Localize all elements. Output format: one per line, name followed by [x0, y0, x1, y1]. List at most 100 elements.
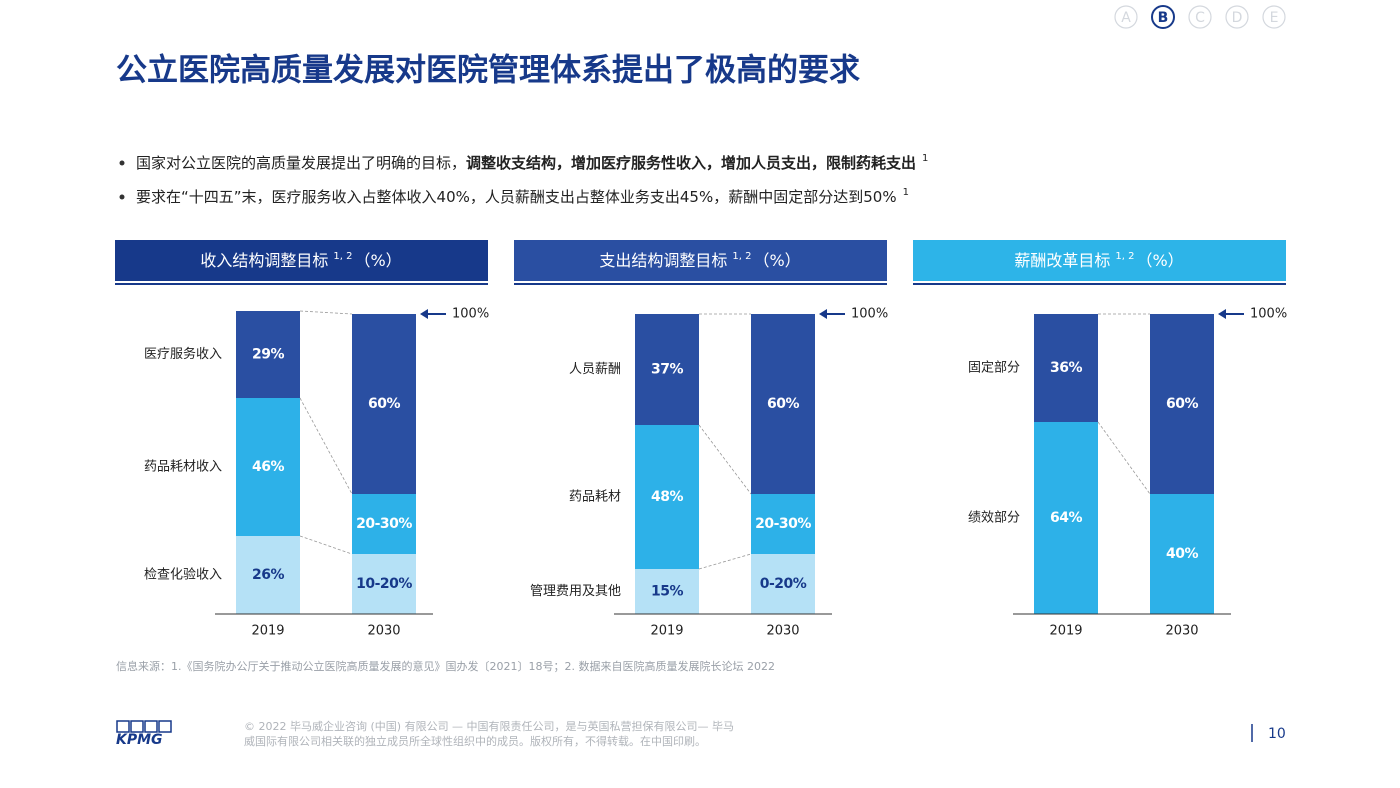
nav-circle: [1262, 5, 1286, 29]
panel-title-text: 支出结构调整目标: [599, 251, 727, 270]
bullet-dot: [119, 160, 125, 166]
value-label: 64%: [1050, 510, 1082, 526]
slide-title: 公立医院高质量发展对医院管理体系提出了极高的要求: [116, 53, 860, 89]
panel-header: [514, 240, 887, 281]
connector: [698, 424, 752, 495]
panel-title-note: 1, 2: [333, 251, 352, 262]
value-label: 60%: [368, 396, 400, 412]
bar-segment: [1150, 314, 1214, 494]
annotation: 100%: [1250, 307, 1287, 322]
value-label: 0-20%: [760, 576, 807, 592]
arrow-head: [819, 309, 827, 319]
value-label: 40%: [1166, 546, 1198, 562]
nav-circle: [1188, 5, 1212, 29]
panel-title: 薪酬改革目标 1, 2 （%）: [1014, 251, 1183, 270]
x-tick-label: 2019: [1049, 624, 1082, 639]
value-label: 15%: [651, 584, 683, 600]
value-label: 29%: [252, 347, 284, 363]
bar-segment: [751, 314, 815, 494]
value-label: 46%: [252, 459, 284, 475]
value-label: 10-20%: [356, 576, 412, 592]
bar-segment: [635, 425, 699, 569]
kpmg-logo: KPMG: [116, 720, 172, 748]
value-label: 26%: [252, 567, 284, 583]
bullet: 国家对公立医院的高质量发展提出了明确的目标，调整收支结构，增加医疗服务性收入，增…: [136, 153, 928, 172]
series-label: 药品耗材收入: [144, 460, 222, 475]
arrow-head: [1218, 309, 1226, 319]
series-label: 药品耗材: [569, 490, 621, 505]
bar-segment: [635, 569, 699, 614]
x-tick-label: 2019: [251, 624, 284, 639]
page-number: 10: [1268, 726, 1286, 742]
connector: [299, 310, 353, 315]
nav-letter: A: [1121, 10, 1131, 26]
bar-segment: [352, 314, 416, 494]
panel-title-note: 1, 2: [732, 251, 751, 262]
bullet: 要求在“十四五”末，医疗服务收入占整体收入40%，人员薪酬支出占整体业务支出45…: [136, 187, 909, 206]
bar-segment: [236, 398, 300, 536]
series-label: 管理费用及其他: [530, 584, 621, 599]
panel-title: 支出结构调整目标 1, 2 （%）: [599, 251, 800, 270]
x-tick-label: 2030: [1165, 624, 1198, 639]
connector: [299, 397, 353, 495]
bar-segment: [1034, 422, 1098, 614]
copyright: 威国际有限公司相关联的独立成员所全球性组织中的成员。版权所有，不得转载。在中国印…: [244, 734, 706, 748]
bar-segment: [236, 311, 300, 398]
value-label: 37%: [651, 362, 683, 378]
bar-segment: [352, 554, 416, 614]
panel-title-unit: （%）: [753, 251, 800, 270]
nav-circle: [1225, 5, 1249, 29]
logo-text: KPMG: [116, 732, 163, 748]
value-label: 60%: [1166, 396, 1198, 412]
bullet-text: 要求在“十四五”末，医疗服务收入占整体收入40%，人员薪酬支出占整体业务支出45…: [136, 188, 897, 206]
bar-segment: [352, 494, 416, 554]
arrow-head: [420, 309, 428, 319]
value-label: 36%: [1050, 360, 1082, 376]
x-tick-label: 2030: [367, 624, 400, 639]
x-tick-label: 2019: [650, 624, 683, 639]
bar-segment: [751, 494, 815, 554]
value-label: 20-30%: [755, 516, 811, 532]
bullet-bold: 调整收支结构，增加医疗服务性收入，增加人员支出，限制药耗支出: [466, 154, 916, 172]
nav-letter: E: [1270, 10, 1279, 26]
bar-segment: [236, 536, 300, 614]
value-label: 20-30%: [356, 516, 412, 532]
bullet-dot: [119, 194, 125, 200]
x-tick-label: 2030: [766, 624, 799, 639]
bar-segment: [1034, 314, 1098, 422]
bar-segment: [751, 554, 815, 614]
source: 信息来源：1.《国务院办公厅关于推动公立医院高质量发展的意见》国办发〔2021〕…: [116, 659, 775, 673]
panel-title-unit: （%）: [354, 251, 401, 270]
series-label: 绩效部分: [968, 511, 1020, 526]
series-label: 检查化验收入: [144, 567, 222, 583]
series-label: 固定部分: [968, 361, 1020, 376]
panel-title-note: 1, 2: [1115, 251, 1134, 262]
panel-title-text: 薪酬改革目标: [1014, 251, 1110, 270]
nav-circle: [1151, 5, 1175, 29]
bar-segment: [1150, 494, 1214, 614]
connector: [1097, 421, 1151, 495]
bullet-note: 1: [903, 187, 909, 198]
connector: [698, 553, 752, 570]
panel-title-unit: （%）: [1136, 251, 1183, 270]
nav-circle: [1114, 5, 1138, 29]
connector: [299, 535, 353, 555]
bullet-note: 1: [922, 153, 928, 164]
panel-title-text: 收入结构调整目标: [200, 251, 328, 270]
nav-letter: D: [1232, 10, 1243, 26]
nav-letter: C: [1195, 10, 1205, 26]
panel-header: [115, 240, 488, 281]
annotation: 100%: [851, 307, 888, 322]
panel-title: 收入结构调整目标 1, 2 （%）: [200, 251, 401, 270]
panel-header: [913, 240, 1286, 281]
value-label: 60%: [767, 396, 799, 412]
bullet-text: 国家对公立医院的高质量发展提出了明确的目标，: [136, 154, 466, 172]
copyright: © 2022 毕马威企业咨询 (中国) 有限公司 — 中国有限责任公司，是与英国…: [244, 719, 734, 733]
series-label: 人员薪酬: [569, 362, 621, 377]
bar-segment: [635, 314, 699, 425]
series-label: 医疗服务收入: [144, 346, 222, 362]
value-label: 48%: [651, 489, 683, 505]
nav-letter: B: [1158, 10, 1169, 26]
annotation: 100%: [452, 307, 489, 322]
